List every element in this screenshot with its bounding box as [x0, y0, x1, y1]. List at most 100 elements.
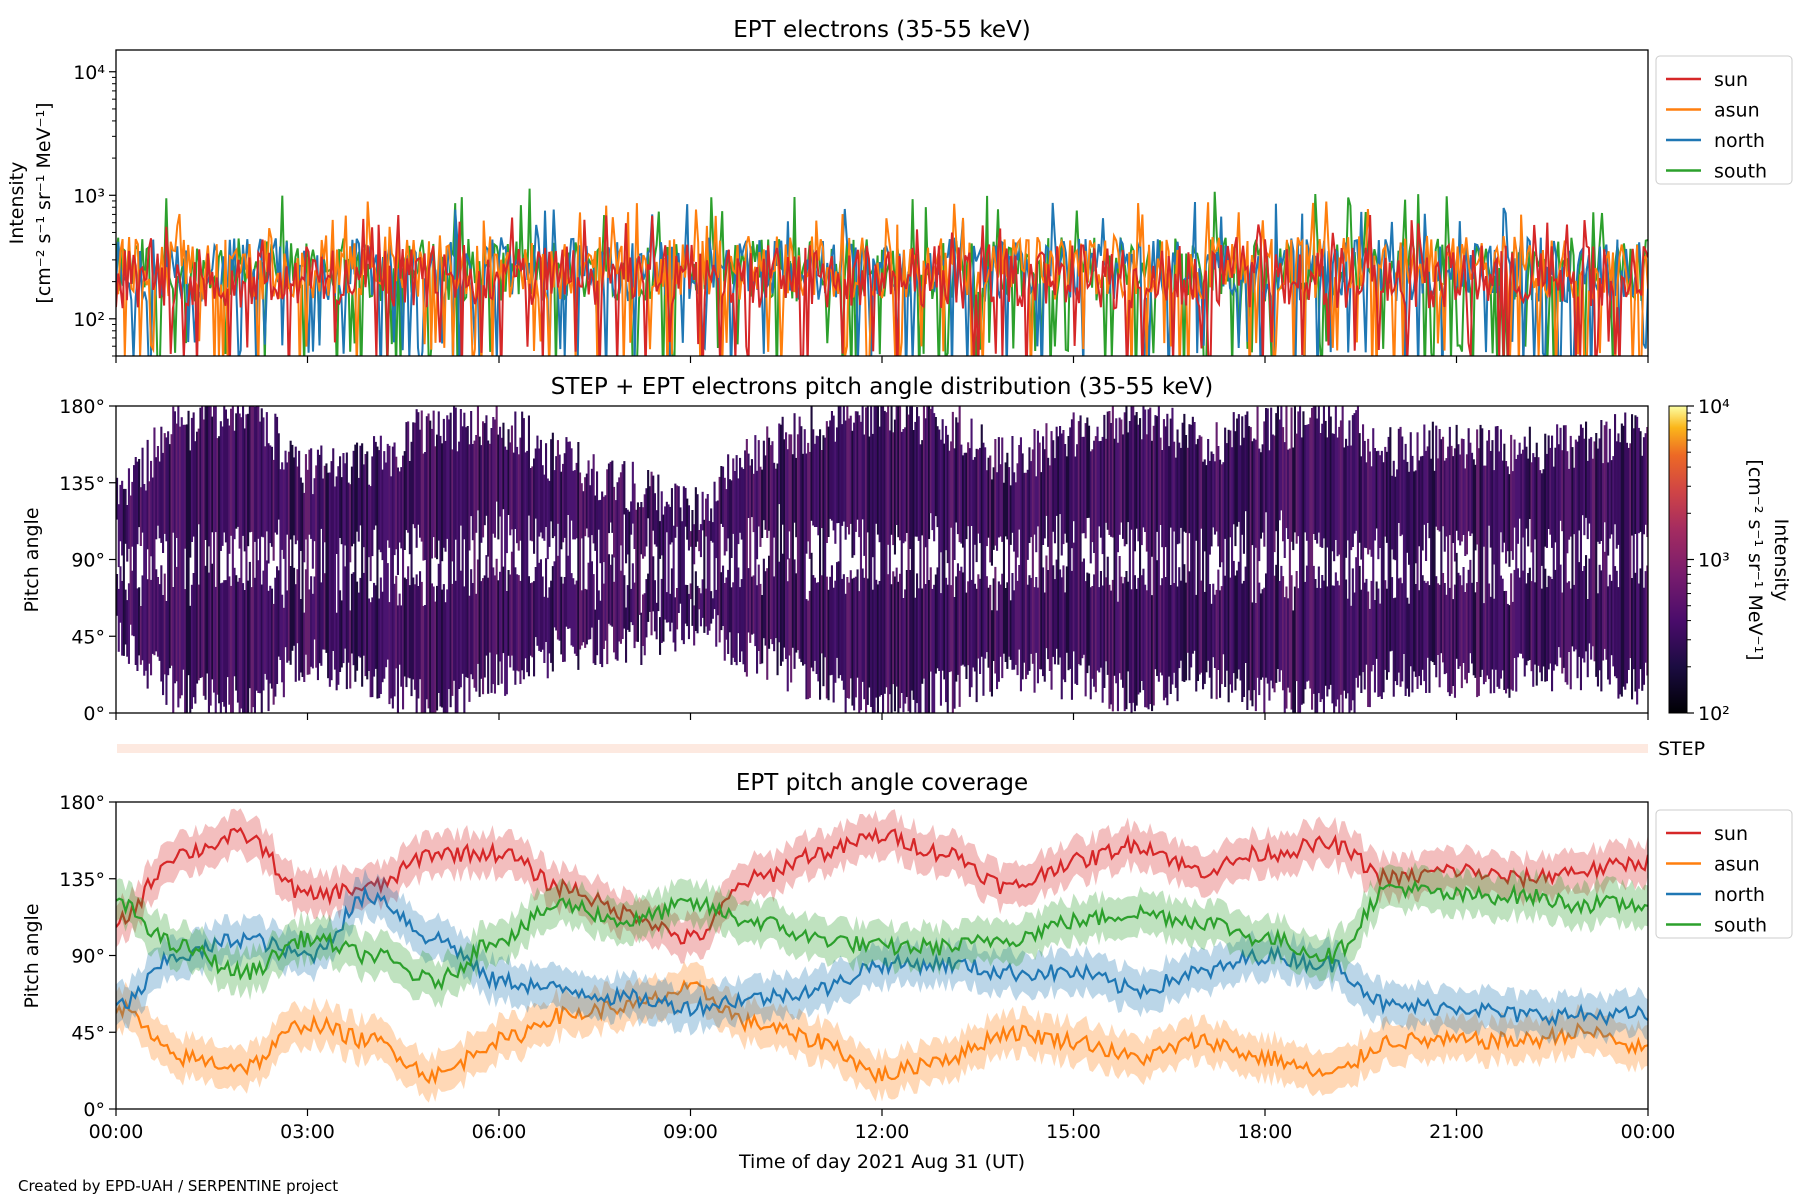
heatmap-cell — [527, 415, 530, 516]
x-tick-label: 18:00 — [1238, 1121, 1293, 1143]
heatmap-cell — [955, 417, 958, 523]
heatmap-cell — [461, 426, 464, 674]
heatmap-cell — [778, 561, 781, 643]
heatmap-cell — [453, 406, 456, 681]
heatmap-cell — [1544, 433, 1547, 547]
heatmap-cell — [1411, 455, 1414, 693]
heatmap-cell — [1574, 439, 1577, 650]
heatmap-cell — [970, 418, 973, 526]
heatmap-cell — [836, 427, 839, 524]
heatmap-cell — [298, 450, 301, 681]
heatmap-cell — [293, 567, 296, 646]
heatmap-cell — [682, 486, 685, 645]
heatmap-cell — [1120, 576, 1123, 680]
heatmap-cell — [730, 587, 733, 665]
heatmap-cell — [1072, 542, 1075, 652]
heatmap-cell — [858, 591, 861, 713]
heatmap-cell — [994, 439, 997, 546]
heatmap-cell — [1062, 430, 1065, 545]
heatmap-cell — [808, 451, 811, 559]
heatmap-cell — [1229, 430, 1232, 538]
heatmap-cell — [192, 412, 195, 537]
heatmap-cell — [391, 446, 394, 709]
heatmap-cell — [1419, 456, 1422, 686]
heatmap-cell — [270, 446, 273, 547]
heatmap-cell — [119, 566, 122, 623]
heatmap-cell — [1391, 475, 1394, 550]
heatmap-cell — [725, 577, 728, 640]
heatmap-cell — [897, 581, 900, 713]
heatmap-cell — [543, 596, 546, 663]
heatmap-cell — [883, 410, 886, 694]
heatmap-cell — [1401, 436, 1404, 535]
heatmap-cell — [1123, 412, 1126, 547]
heatmap-cell — [1133, 415, 1136, 552]
heatmap-cell — [722, 565, 725, 626]
heatmap-cell — [1074, 456, 1077, 684]
heatmap-cell — [342, 453, 345, 664]
y-tick-label: 45° — [71, 626, 105, 648]
heatmap-cell — [928, 406, 931, 539]
heatmap-cell — [655, 510, 658, 547]
heatmap-cell — [1421, 575, 1424, 670]
heatmap-cell — [813, 443, 816, 527]
heatmap-cell — [1518, 577, 1521, 654]
heatmap-cell — [822, 435, 825, 687]
heatmap-cell — [468, 595, 471, 702]
heatmap-cell — [1227, 429, 1230, 703]
heatmap-cell — [1443, 583, 1446, 675]
heatmap-cell — [499, 571, 502, 662]
heatmap-cell — [430, 428, 433, 559]
heatmap-cell — [750, 576, 753, 635]
heatmap-cell — [1183, 413, 1186, 532]
heatmap-cell — [813, 577, 816, 661]
heatmap-cell — [485, 415, 488, 516]
heatmap-cell — [747, 453, 750, 518]
heatmap-cell — [990, 479, 993, 566]
heatmap-cell — [905, 570, 908, 697]
heatmap-cell — [1271, 434, 1274, 689]
heatmap-cell — [1099, 441, 1102, 538]
heatmap-cell — [928, 580, 931, 713]
heatmap-cell — [553, 561, 556, 628]
heatmap-cell — [587, 460, 590, 538]
heatmap-cell — [890, 584, 893, 713]
panel3-yaxis: 0°45°90°135°180° — [59, 792, 116, 1121]
heatmap-cell — [1265, 408, 1268, 513]
heatmap-cell — [1614, 566, 1617, 677]
heatmap-cell — [820, 575, 823, 654]
heatmap-cell — [122, 488, 125, 656]
heatmap-cell — [1125, 571, 1128, 710]
heatmap-cell — [441, 443, 444, 562]
heatmap-cell — [987, 587, 990, 668]
heatmap-cell — [851, 430, 854, 558]
heatmap-cell — [1362, 424, 1365, 673]
legend-label-north: north — [1714, 130, 1765, 152]
heatmap-cell — [359, 445, 362, 526]
heatmap-cell — [1070, 419, 1073, 549]
heatmap-cell — [265, 412, 268, 532]
heatmap-cell — [207, 406, 210, 547]
heatmap-cell — [1297, 588, 1300, 713]
heatmap-cell — [1459, 454, 1462, 546]
heatmap-cell — [1001, 437, 1004, 542]
heatmap-cell — [740, 579, 743, 652]
heatmap-cell — [1646, 427, 1648, 537]
heatmap-cell — [1438, 584, 1441, 688]
heatmap-cell — [887, 406, 890, 545]
heatmap-cell — [1205, 465, 1208, 673]
band-north — [116, 868, 1648, 1045]
heatmap-cell — [117, 588, 120, 652]
heatmap-cell — [594, 495, 597, 551]
heatmap-cell — [1644, 571, 1647, 663]
heatmap-cell — [407, 421, 410, 533]
heatmap-cell — [533, 581, 536, 677]
colorbar-tick-label: 10³ — [1698, 550, 1730, 572]
heatmap-cell — [1334, 572, 1337, 707]
heatmap-cell — [1282, 427, 1285, 542]
heatmap-cell — [434, 446, 437, 558]
heatmap-cell — [509, 574, 512, 668]
heatmap-cell — [381, 469, 384, 561]
heatmap-cell — [575, 580, 578, 656]
